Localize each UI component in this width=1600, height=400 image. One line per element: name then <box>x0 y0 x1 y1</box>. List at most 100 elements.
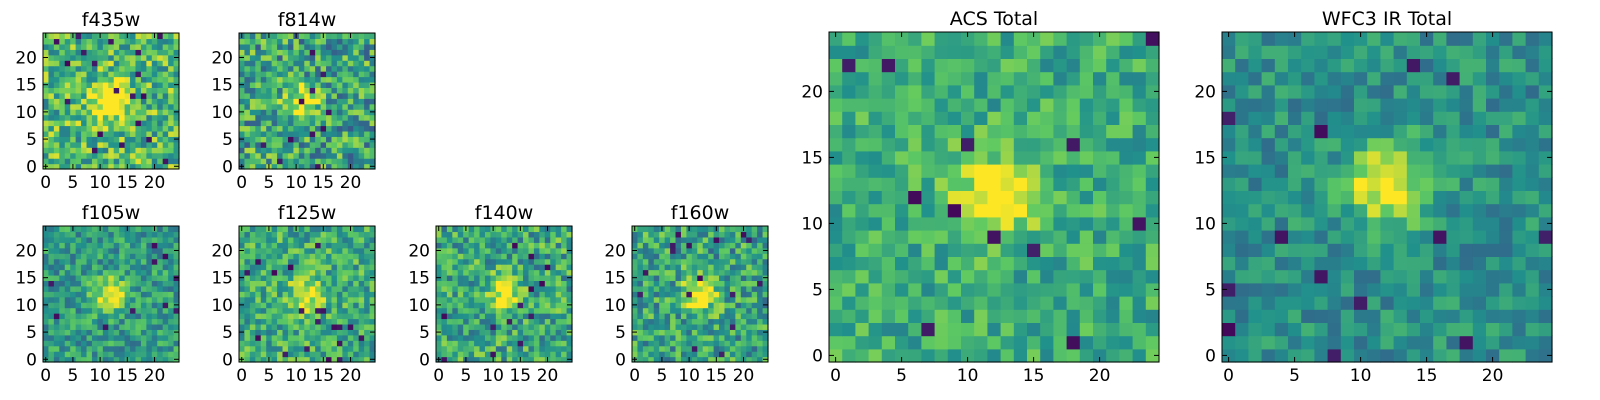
heatmap-cell <box>452 264 459 271</box>
heatmap-cell <box>724 334 731 341</box>
heatmap-cell <box>364 65 371 72</box>
heatmap-cell <box>75 226 82 233</box>
heatmap-cell <box>97 351 104 358</box>
heatmap-cell <box>260 323 267 330</box>
heatmap-cell <box>124 109 131 116</box>
heatmap-cell <box>452 253 459 260</box>
heatmap-cell <box>342 125 349 132</box>
heatmap-cell <box>70 49 77 56</box>
heatmap-cell <box>64 323 71 330</box>
heatmap-cell <box>501 247 508 254</box>
heatmap-cell <box>168 291 175 298</box>
heatmap-cell <box>1367 282 1381 297</box>
heatmap-cell <box>162 318 169 325</box>
heatmap-cell <box>347 323 354 330</box>
heatmap-cell <box>130 274 137 281</box>
heatmap-cell <box>249 285 256 292</box>
heatmap-cell <box>75 264 82 271</box>
heatmap-cell <box>309 313 316 320</box>
heatmap-cell <box>1406 243 1421 257</box>
heatmap-cell <box>135 247 142 254</box>
heatmap-cell <box>637 323 644 330</box>
heatmap-cell <box>119 264 126 271</box>
heatmap-cell <box>64 87 71 94</box>
heatmap-cell <box>539 291 546 298</box>
heatmap-cell <box>1119 282 1134 297</box>
heatmap-cell <box>146 60 153 67</box>
heatmap-cell <box>479 291 486 298</box>
heatmap-cell <box>961 98 975 112</box>
heatmap-cell <box>512 285 519 292</box>
heatmap-cell <box>282 43 289 50</box>
heatmap-cell <box>675 334 682 341</box>
heatmap-cell <box>1053 177 1068 191</box>
heatmap-cell <box>653 226 660 233</box>
heatmap-cell <box>735 291 742 298</box>
heatmap-cell <box>249 318 256 325</box>
heatmap-cell <box>719 296 726 303</box>
heatmap-cell <box>762 258 769 265</box>
heatmap-cell <box>162 125 169 132</box>
heatmap-cell <box>829 150 843 165</box>
heatmap-cell <box>642 340 649 347</box>
heatmap-cell <box>369 147 376 154</box>
heatmap-cell <box>697 258 704 265</box>
heatmap-cell <box>1222 256 1236 271</box>
heatmap-cell <box>1235 243 1249 257</box>
heatmap-cell <box>157 323 164 330</box>
heatmap-cell <box>75 65 82 72</box>
heatmap-cell <box>757 318 764 325</box>
heatmap-cell <box>102 136 109 143</box>
heatmap-cell <box>719 236 726 243</box>
heatmap-cell <box>364 247 371 254</box>
heatmap-cell <box>680 307 687 314</box>
heatmap-cell <box>468 253 475 260</box>
heatmap-cell <box>102 296 109 303</box>
heatmap-cell <box>260 226 267 233</box>
heatmap-cell <box>81 33 88 40</box>
heatmap-cell <box>1000 164 1015 178</box>
heatmap-cell <box>369 318 376 325</box>
heatmap-cell <box>829 177 843 191</box>
heatmap-cell <box>495 345 502 352</box>
heatmap-cell <box>277 318 284 325</box>
heatmap-cell <box>108 38 115 45</box>
heatmap-cell <box>479 340 486 347</box>
heatmap-cell <box>81 152 88 159</box>
heatmap-cell <box>53 120 60 127</box>
heatmap-cell <box>124 313 131 320</box>
heatmap-cell <box>162 313 169 320</box>
heatmap-cell <box>168 65 175 72</box>
heatmap-cell <box>881 71 896 86</box>
heatmap-cell <box>358 163 365 170</box>
heatmap-cell <box>495 334 502 341</box>
heatmap-cell <box>702 329 709 336</box>
heatmap-cell <box>91 296 98 303</box>
heatmap-cell <box>48 258 55 265</box>
heatmap-cell <box>304 76 311 83</box>
heatmap-cell <box>168 92 175 99</box>
heatmap-cell <box>43 49 50 56</box>
heatmap-cell <box>675 329 682 336</box>
heatmap-cell <box>544 253 551 260</box>
panel-title: f140w <box>475 202 534 224</box>
heatmap-cell <box>1235 203 1249 218</box>
heatmap-cell <box>1066 84 1081 99</box>
heatmap-cell <box>1119 124 1134 139</box>
heatmap-cell <box>501 285 508 292</box>
heatmap-cell <box>506 340 513 347</box>
heatmap-cell <box>43 147 50 154</box>
heatmap-cell <box>441 231 448 238</box>
heatmap-cell <box>1380 177 1395 191</box>
heatmap-cell <box>550 291 557 298</box>
heatmap-cell <box>484 264 491 271</box>
heatmap-cell <box>987 348 1002 363</box>
heatmap-cell <box>1119 190 1134 205</box>
heatmap-cell <box>271 231 278 238</box>
heatmap-cell <box>664 296 671 303</box>
heatmap-cell <box>1288 230 1302 244</box>
heatmap-cell <box>347 152 354 159</box>
heatmap-cell <box>697 323 704 330</box>
heatmap-cell <box>490 285 497 292</box>
